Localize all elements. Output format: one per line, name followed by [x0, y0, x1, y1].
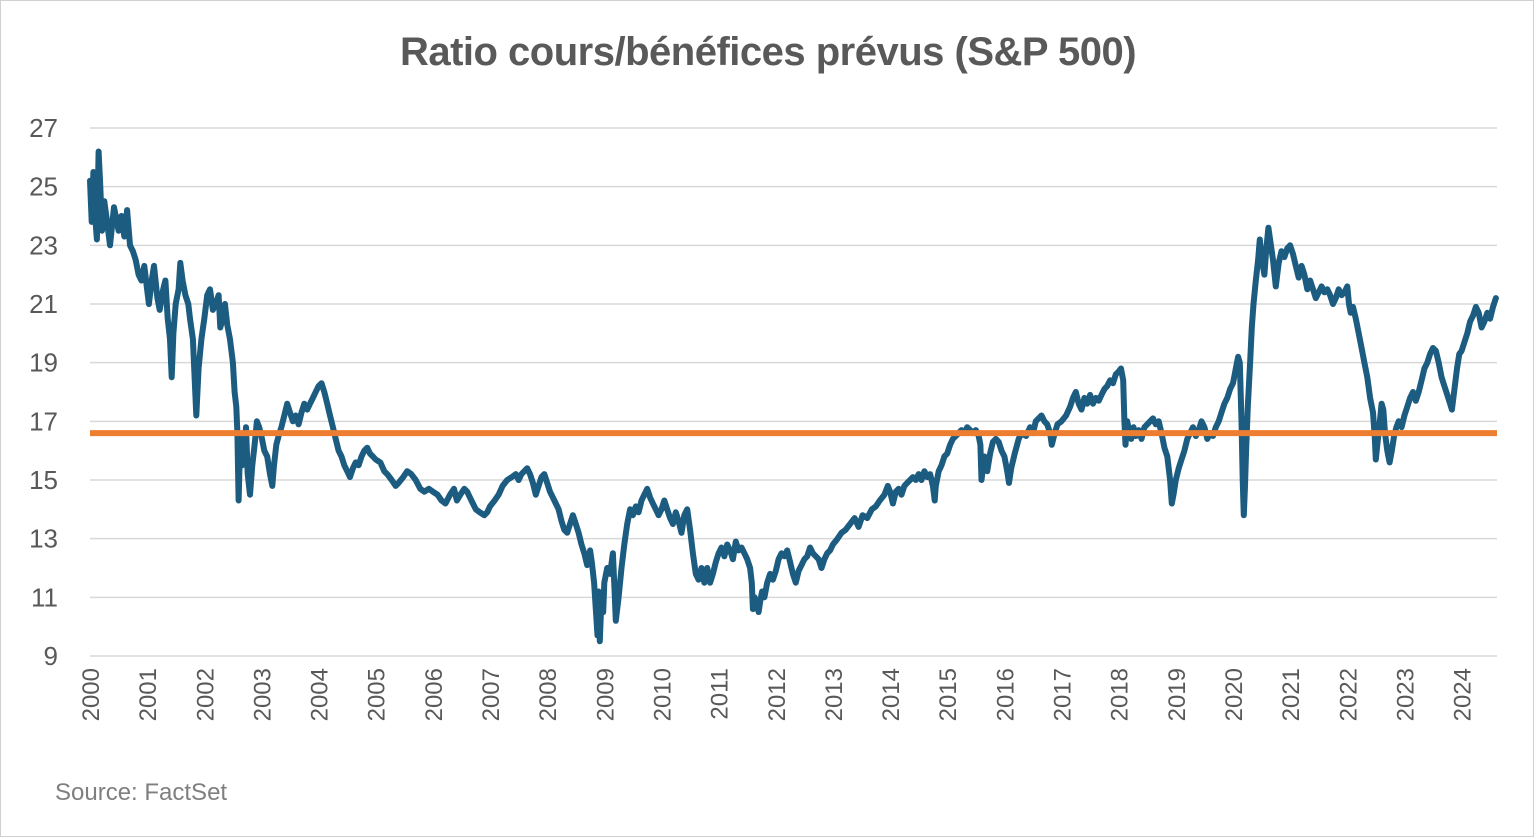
- x-tick-label: 2014: [878, 668, 905, 721]
- x-tick-label: 2005: [364, 668, 391, 721]
- y-tick-label: 11: [31, 582, 58, 612]
- chart-title: Ratio cours/bénéfices prévus (S&P 500): [399, 30, 1137, 74]
- x-tick-label: 2018: [1107, 668, 1134, 721]
- y-tick-label: 17: [29, 406, 58, 436]
- x-tick-label: 2012: [764, 668, 791, 721]
- y-tick-label: 21: [29, 289, 58, 319]
- x-axis-tick-labels: 2000 2001 2002 2003 2004 2005 2006 2007 2008 2009…: [78, 668, 1477, 721]
- y-tick-label: 23: [29, 230, 58, 260]
- y-axis-tick-labels: 9 11 13 15 17 19 21 23 25 27: [29, 113, 58, 671]
- x-tick-label: 2008: [535, 668, 562, 721]
- x-tick-label: 2023: [1392, 668, 1419, 721]
- x-tick-label: 2021: [1278, 668, 1305, 721]
- y-tick-label: 19: [29, 348, 58, 378]
- x-tick-label: 2013: [821, 668, 848, 721]
- source-note: Source: FactSet: [55, 779, 228, 806]
- x-tick-label: 2001: [135, 668, 162, 721]
- x-tick-label: 2016: [992, 668, 1019, 721]
- x-tick-label: 2004: [307, 668, 334, 721]
- gridlines: [90, 127, 1497, 599]
- x-tick-label: 2003: [249, 668, 276, 721]
- x-tick-label: 2019: [1164, 668, 1191, 721]
- x-tick-label: 2002: [192, 668, 219, 721]
- x-tick-label: 2007: [478, 668, 505, 721]
- x-tick-label: 2022: [1335, 668, 1362, 721]
- x-tick-label: 2010: [649, 668, 676, 721]
- x-tick-label: 2024: [1450, 668, 1477, 721]
- x-tick-label: 2009: [592, 668, 619, 721]
- x-tick-label: 2020: [1221, 668, 1248, 721]
- x-tick-label: 2000: [78, 668, 105, 721]
- y-tick-label: 15: [29, 465, 58, 495]
- y-tick-label: 25: [29, 172, 58, 202]
- series-line: [87, 148, 1499, 645]
- y-tick-label: 27: [29, 113, 58, 143]
- x-tick-label: 2011: [707, 668, 734, 720]
- x-tick-label: 2017: [1050, 668, 1077, 721]
- x-tick-label: 2006: [421, 668, 448, 721]
- x-tick-label: 2015: [935, 668, 962, 721]
- y-tick-label: 13: [29, 524, 58, 554]
- y-tick-label: 9: [44, 641, 58, 671]
